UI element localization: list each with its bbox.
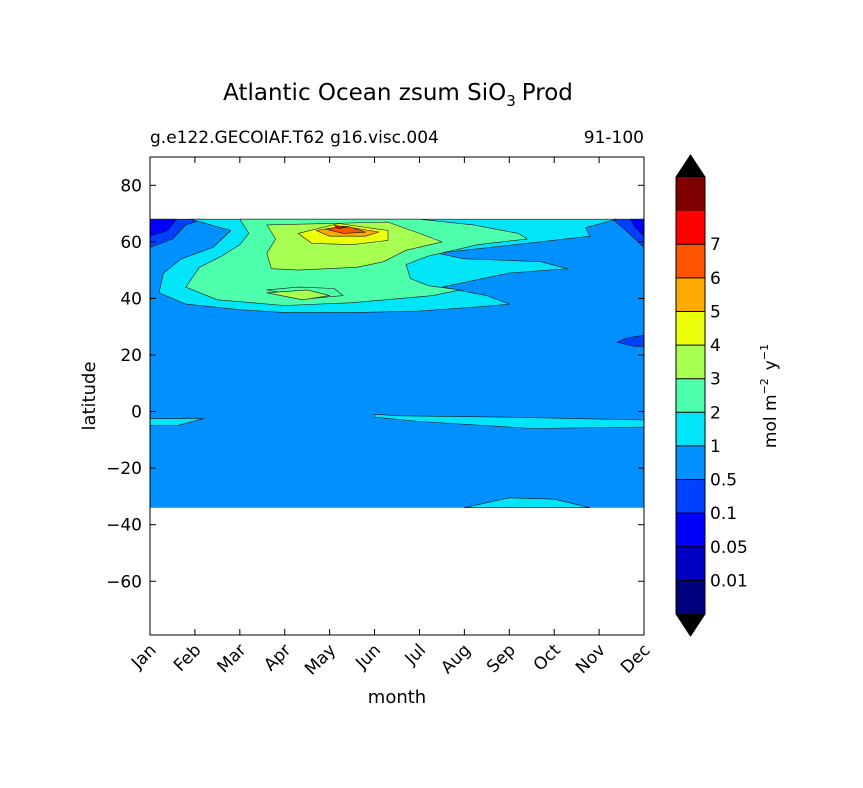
colorbar-swatch xyxy=(676,479,705,514)
contour-region xyxy=(150,218,178,237)
colorbar-tick-label: 5 xyxy=(710,302,721,322)
colorbar-extend-bottom xyxy=(676,614,705,636)
y-tick-label: 80 xyxy=(120,176,142,196)
y-tick-label: −40 xyxy=(106,516,142,536)
x-tick-label: Feb xyxy=(170,640,205,675)
colorbar-swatch xyxy=(676,546,705,581)
colorbar-swatch xyxy=(676,277,705,312)
x-tick-label: Dec xyxy=(617,640,654,677)
plot-area xyxy=(150,218,644,509)
contour-region xyxy=(374,414,644,429)
contour-region xyxy=(464,497,591,509)
colorbar-swatch xyxy=(676,311,705,346)
colorbar-tick-label: 1 xyxy=(710,437,721,457)
x-tick-label: Nov xyxy=(572,640,610,678)
colorbar-label-sup2: −1 xyxy=(758,344,771,360)
x-axis-label: month xyxy=(368,687,426,708)
colorbar-swatch xyxy=(676,210,705,245)
x-tick-label: Sep xyxy=(483,640,520,677)
y-tick-label: −20 xyxy=(106,459,142,479)
colorbar-swatch xyxy=(676,513,705,548)
colorbar-outline xyxy=(675,154,706,637)
colorbar-swatch xyxy=(676,412,705,447)
title-subscript: 3 xyxy=(506,92,516,110)
colorbar-tick-label: 7 xyxy=(710,235,721,255)
x-tick-label: Jan xyxy=(127,640,160,673)
colorbar-tick-label: 6 xyxy=(710,269,721,289)
chart-subtitle-right: 91-100 xyxy=(584,128,644,148)
colorbar-swatch xyxy=(676,345,705,379)
y-tick-label: 20 xyxy=(120,346,142,366)
x-tick-label: Jun xyxy=(351,640,385,674)
colorbar-label-sup1: −2 xyxy=(758,378,771,394)
y-tick-label: 40 xyxy=(120,289,142,309)
colorbar-tick-label: 0.1 xyxy=(710,504,737,524)
x-tick-label: May xyxy=(301,640,340,679)
contour-region xyxy=(616,334,644,347)
chart-subtitle-left: g.e122.GECOIAF.T62 g16.visc.004 xyxy=(150,128,439,148)
x-tick-label: Oct xyxy=(530,640,565,675)
colorbar: 0.01 0.05 0.1 0.5 1 2 3 4 5 6 7 xyxy=(675,154,748,637)
colorbar-swatch xyxy=(676,177,705,211)
colorbar-extend-top xyxy=(676,155,705,177)
colorbar-tick-label: 0.5 xyxy=(710,471,737,491)
contour-region xyxy=(150,418,205,427)
y-tick-label: 0 xyxy=(131,403,142,423)
x-tick-label: Apr xyxy=(260,640,295,675)
plot-frame xyxy=(149,156,645,636)
colorbar-swatch xyxy=(676,580,705,615)
colorbar-tick-label: 4 xyxy=(710,336,721,356)
chart-title: Atlantic Ocean zsum SiO3 Prod xyxy=(223,80,573,110)
x-tick-label: Mar xyxy=(214,640,251,677)
colorbar-tick-label: 2 xyxy=(710,403,721,423)
x-tick-label: Aug xyxy=(437,640,475,678)
colorbar-tick-label: 3 xyxy=(710,370,721,390)
colorbar-swatch xyxy=(676,378,705,413)
colorbar-tick-label: 0.05 xyxy=(710,538,748,558)
colorbar-tick-label: 0.01 xyxy=(710,571,748,591)
y-tick-label: 60 xyxy=(120,233,142,253)
colorbar-swatch xyxy=(676,445,705,480)
colorbar-label: mol m−2y−1 xyxy=(758,344,781,448)
x-tick-label: Jul xyxy=(401,640,430,669)
y-tick-label: −60 xyxy=(106,572,142,592)
y-axis: 80 60 40 20 0 −20 −40 −60 xyxy=(106,176,644,592)
colorbar-swatch xyxy=(676,244,705,279)
contour-region xyxy=(266,289,330,301)
contour-region xyxy=(630,218,644,237)
y-axis-label: latitude xyxy=(79,361,100,430)
contour-region xyxy=(333,225,348,229)
